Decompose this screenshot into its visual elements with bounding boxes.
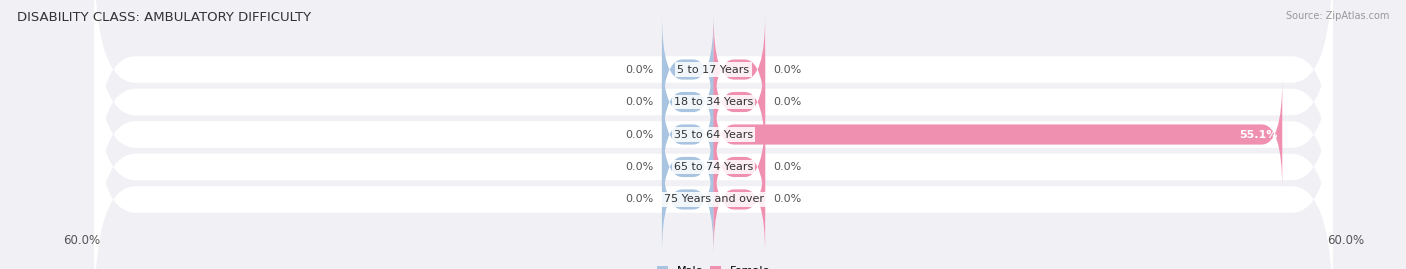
FancyBboxPatch shape [713, 80, 1282, 189]
Text: 55.1%: 55.1% [1239, 129, 1277, 140]
Text: 5 to 17 Years: 5 to 17 Years [678, 65, 749, 75]
Text: 0.0%: 0.0% [626, 194, 654, 204]
Text: 65 to 74 Years: 65 to 74 Years [673, 162, 754, 172]
Text: 0.0%: 0.0% [773, 97, 801, 107]
FancyBboxPatch shape [713, 144, 765, 254]
Legend: Male, Female: Male, Female [652, 261, 775, 269]
Text: 0.0%: 0.0% [773, 162, 801, 172]
Text: 0.0%: 0.0% [626, 162, 654, 172]
FancyBboxPatch shape [94, 0, 1333, 219]
FancyBboxPatch shape [94, 83, 1333, 269]
FancyBboxPatch shape [713, 15, 765, 125]
Text: 35 to 64 Years: 35 to 64 Years [673, 129, 754, 140]
FancyBboxPatch shape [662, 144, 713, 254]
Text: 0.0%: 0.0% [626, 97, 654, 107]
FancyBboxPatch shape [94, 0, 1333, 186]
FancyBboxPatch shape [662, 80, 713, 189]
Text: DISABILITY CLASS: AMBULATORY DIFFICULTY: DISABILITY CLASS: AMBULATORY DIFFICULTY [17, 11, 311, 24]
Text: 75 Years and over: 75 Years and over [664, 194, 763, 204]
Text: 0.0%: 0.0% [626, 129, 654, 140]
FancyBboxPatch shape [662, 15, 713, 125]
FancyBboxPatch shape [713, 47, 765, 157]
Text: 0.0%: 0.0% [773, 65, 801, 75]
FancyBboxPatch shape [662, 47, 713, 157]
Text: Source: ZipAtlas.com: Source: ZipAtlas.com [1285, 11, 1389, 21]
Text: 18 to 34 Years: 18 to 34 Years [673, 97, 754, 107]
Text: 0.0%: 0.0% [626, 65, 654, 75]
Text: 60.0%: 60.0% [1327, 233, 1364, 247]
FancyBboxPatch shape [94, 50, 1333, 269]
FancyBboxPatch shape [662, 112, 713, 222]
Text: 60.0%: 60.0% [63, 233, 100, 247]
FancyBboxPatch shape [94, 18, 1333, 251]
Text: 0.0%: 0.0% [773, 194, 801, 204]
FancyBboxPatch shape [713, 112, 765, 222]
